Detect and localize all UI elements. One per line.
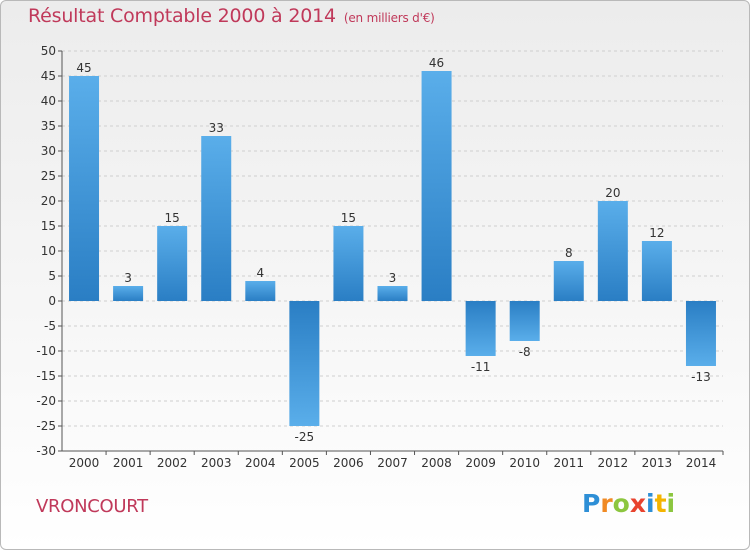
data-label-2010: -8: [519, 345, 531, 359]
y-tick-label: 0: [48, 294, 56, 308]
y-tick-label: 10: [41, 244, 56, 258]
data-label-2013: 12: [649, 226, 664, 240]
data-label-2003: 33: [209, 121, 224, 135]
bar-2001: [113, 286, 144, 301]
proxiti-logo: Proxiti: [582, 489, 675, 518]
data-label-2004: 4: [256, 266, 264, 280]
bars: [69, 71, 716, 426]
y-tick-label: 40: [41, 94, 56, 108]
bar-2003: [201, 136, 232, 301]
y-tick-label: 45: [41, 69, 56, 83]
data-label-2012: 20: [605, 186, 620, 200]
y-tick-label: 5: [48, 269, 56, 283]
bar-2008: [421, 71, 452, 301]
x-tick-label: 2000: [69, 456, 100, 470]
x-tick-label: 2011: [553, 456, 584, 470]
data-label-2001: 3: [124, 271, 132, 285]
x-tick-label: 2010: [509, 456, 540, 470]
logo-letter: i: [646, 489, 655, 518]
logo-letter: P: [582, 489, 601, 518]
y-tick-label: 15: [41, 219, 56, 233]
y-tick-label: 35: [41, 119, 56, 133]
data-label-2011: 8: [565, 246, 573, 260]
x-tick-label: 2008: [421, 456, 452, 470]
bar-2010: [509, 301, 540, 341]
y-tick-label: -25: [36, 419, 56, 433]
bar-2007: [377, 286, 408, 301]
x-tick-label: 2001: [113, 456, 144, 470]
x-tick-label: 2007: [377, 456, 408, 470]
commune-name: VRONCOURT: [36, 496, 148, 517]
x-tick-label: 2003: [201, 456, 232, 470]
x-tick-label: 2012: [598, 456, 629, 470]
bar-2014: [685, 301, 716, 366]
y-tick-label: -20: [36, 394, 56, 408]
data-label-2009: -11: [471, 360, 491, 374]
data-label-2014: -13: [691, 370, 711, 384]
data-label-2008: 46: [429, 56, 444, 70]
x-tick-label: 2002: [157, 456, 188, 470]
bar-2005: [289, 301, 320, 426]
logo-letter: i: [666, 489, 676, 518]
data-label-2002: 15: [165, 211, 180, 225]
y-tick-label: 25: [41, 169, 56, 183]
bar-2012: [597, 201, 628, 301]
bar-2000: [69, 76, 100, 301]
bar-2002: [157, 226, 188, 301]
data-label-2007: 3: [389, 271, 397, 285]
logo-letter: x: [629, 489, 646, 518]
axes: 50454035302520151050-5-10-15-20-25-30200…: [36, 44, 724, 470]
bar-2009: [465, 301, 496, 356]
bar-2011: [553, 261, 584, 301]
y-tick-label: -5: [44, 319, 56, 333]
data-label-2006: 15: [341, 211, 356, 225]
logo-letter: r: [600, 489, 613, 518]
x-tick-label: 2006: [333, 456, 364, 470]
x-tick-label: 2013: [642, 456, 673, 470]
x-tick-label: 2009: [465, 456, 496, 470]
y-tick-label: -15: [36, 369, 56, 383]
chart-subtitle: (en milliers d'€): [343, 11, 435, 25]
y-tick-label: -30: [36, 444, 56, 458]
x-tick-label: 2014: [686, 456, 717, 470]
data-labels: 45 3 15 33 4 -25 15 3 46 -11 -8 8 20 12 -13: [76, 56, 710, 444]
logo-letter: t: [654, 489, 667, 518]
x-tick-label: 2004: [245, 456, 276, 470]
bar-2013: [641, 241, 672, 301]
y-tick-label: 20: [41, 194, 56, 208]
chart-title-text: Résultat Comptable 2000 à 2014: [28, 5, 336, 27]
data-label-2005: -25: [295, 430, 315, 444]
y-tick-label: 30: [41, 144, 56, 158]
logo-letter: o: [612, 489, 630, 518]
y-tick-label: -10: [36, 344, 56, 358]
bar-2006: [333, 226, 364, 301]
data-label-2000: 45: [76, 61, 91, 75]
bar-2004: [245, 281, 276, 301]
x-tick-label: 2005: [289, 456, 320, 470]
y-tick-label: 50: [41, 44, 56, 58]
chart-title: Résultat Comptable 2000 à 2014 (en millie…: [28, 5, 435, 27]
